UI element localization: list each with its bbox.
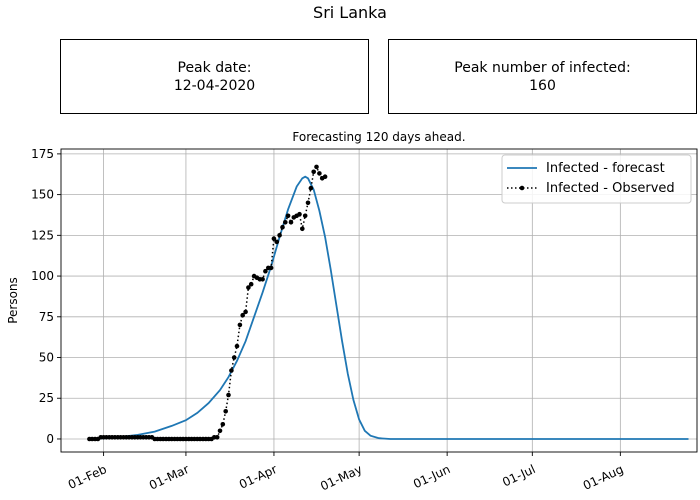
y-tick-label: 100: [31, 269, 54, 283]
legend-box: [501, 154, 692, 204]
observed-point: [300, 226, 305, 232]
forecast-line: [89, 175, 689, 440]
observed-point: [311, 169, 317, 175]
peak-date-value: 12-04-2020: [173, 77, 256, 94]
observed-point: [243, 309, 248, 315]
observed-point: [302, 213, 308, 219]
x-tick-label: 01-Apr: [237, 462, 279, 492]
observed-point: [277, 233, 282, 238]
x-tick-label: 01-May: [318, 462, 364, 493]
observed-point: [226, 392, 231, 398]
peak-date-label: Peak date:: [177, 59, 252, 76]
x-tick-label: 01-Feb: [66, 462, 109, 492]
observed-point: [322, 174, 328, 179]
observed-point: [280, 224, 285, 230]
y-tick-label: 125: [31, 228, 54, 242]
chart-title: Forecasting 120 days ahead.: [292, 130, 465, 144]
peak-date-box: Peak date: 12-04-2020: [60, 39, 369, 114]
observed-point: [220, 422, 226, 427]
observed-point: [274, 239, 280, 245]
observed-point: [317, 171, 322, 176]
observed-point: [288, 220, 294, 225]
y-tick-label: 0: [46, 432, 54, 446]
observed-point: [248, 281, 254, 287]
observed-point: [285, 213, 291, 219]
observed-point: [231, 355, 237, 360]
legend-observed-label: Infected - Observed: [546, 181, 675, 196]
observed-point: [308, 185, 314, 191]
y-tick-label: 150: [31, 188, 54, 202]
observed-point: [234, 343, 240, 349]
observed-point: [214, 435, 220, 440]
peak-infected-box: Peak number of infected: 160: [388, 39, 697, 114]
plot-frame: [60, 148, 698, 453]
observed-point: [237, 322, 243, 328]
x-tick-label: 01-Aug: [581, 462, 626, 493]
figure-title: Sri Lanka: [313, 3, 387, 22]
x-tick-label: 01-Mar: [147, 462, 191, 493]
observed-point: [297, 211, 302, 217]
y-axis-label: Persons: [6, 277, 20, 324]
legend-forecast-label: Infected - forecast: [546, 161, 665, 176]
y-tick-label: 175: [31, 147, 54, 161]
observed-point: [268, 265, 274, 271]
observed-point: [217, 428, 223, 434]
legend: Infected - forecast Infected - Observed: [501, 154, 692, 204]
x-tick-label: 01-Jun: [411, 462, 452, 491]
peak-infected-label: Peak number of infected:: [454, 59, 631, 76]
observed-point: [260, 277, 265, 282]
y-tick-label: 75: [39, 310, 54, 324]
observed-point: [271, 236, 277, 241]
observed-point: [263, 268, 268, 274]
observed-point: [305, 200, 311, 206]
legend-observed-marker: [519, 185, 525, 191]
y-tick-label: 50: [39, 351, 54, 365]
observed-point: [229, 368, 234, 373]
observed-point: [283, 220, 288, 225]
observed-point: [223, 409, 228, 414]
observed-point: [240, 312, 245, 318]
observed-point: [246, 285, 251, 290]
y-tick-label: 25: [39, 391, 54, 405]
peak-infected-value: 160: [529, 77, 556, 94]
x-tick-label: 01-Jul: [500, 462, 537, 489]
observed-point: [314, 164, 319, 170]
